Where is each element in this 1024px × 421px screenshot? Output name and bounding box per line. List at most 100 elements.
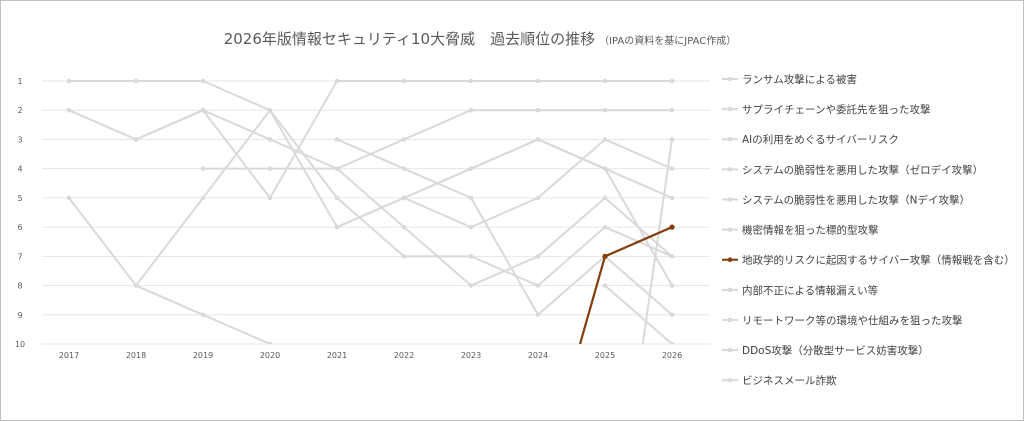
series-point — [468, 254, 474, 259]
legend-item: ビジネスメール詐欺 — [722, 374, 837, 387]
legend-swatch-marker — [727, 227, 733, 232]
series-line — [68, 197, 271, 344]
series-point — [602, 224, 608, 230]
series-point — [602, 253, 608, 259]
series-point — [267, 341, 273, 344]
series-5 — [334, 137, 675, 230]
legend-item: 地政学的リスクに起因するサイバー攻撃（情報戦を含む） — [722, 254, 1015, 267]
series-point — [468, 107, 474, 113]
series-point — [669, 341, 675, 344]
series-point — [401, 224, 407, 230]
series-point — [200, 312, 206, 318]
y-tick-label: 5 — [17, 194, 22, 203]
series-point — [602, 137, 608, 142]
legend-label: 機密情報を狙った標的型攻撃 — [742, 224, 879, 237]
legend-label: システムの脆弱性を悪用した攻撃（ゼロデイ攻撃） — [742, 163, 983, 176]
legend-swatch-marker — [727, 167, 733, 172]
y-tick-label: 1 — [17, 77, 22, 86]
x-tick-label: 2021 — [327, 351, 347, 360]
series-point — [200, 107, 206, 113]
series-point — [200, 166, 206, 171]
legend-swatch-marker — [727, 377, 733, 383]
legend-label: 内部不正による情報漏えい等 — [742, 284, 879, 297]
series-point — [669, 107, 675, 113]
series-point — [334, 166, 340, 171]
series-point — [535, 195, 541, 201]
x-tick-label: 2024 — [528, 351, 548, 360]
series-point — [468, 283, 474, 288]
legend-label: DDoS攻撃（分散型サービス妨害攻撃） — [742, 344, 929, 357]
series-line — [203, 109, 672, 170]
x-axis: 2017 2018 2019 2020 2021 2022 2023 2024 2025 2026 — [59, 351, 682, 360]
legend-label: システムの脆弱性を悪用した攻撃（Nデイ攻撃） — [742, 193, 970, 206]
legend-swatch-marker — [727, 347, 733, 353]
series-point — [535, 107, 541, 113]
series-point — [468, 195, 474, 201]
y-tick-label: 10 — [15, 340, 25, 349]
series-point — [267, 137, 273, 142]
series-point — [669, 224, 675, 230]
legend-swatch-marker — [727, 197, 733, 202]
series-point — [267, 107, 273, 113]
series-point — [267, 166, 273, 171]
y-tick-label: 4 — [17, 165, 22, 174]
y-tick-label: 7 — [17, 252, 22, 261]
series-point — [602, 283, 608, 288]
x-tick-label: 2017 — [59, 351, 79, 360]
chart-subtitle: （IPAの資料を基にJPAC作成） — [599, 36, 737, 47]
x-tick-label: 2026 — [662, 351, 682, 360]
series-point — [133, 137, 139, 142]
legend-item: システムの脆弱性を悪用した攻撃（Nデイ攻撃） — [722, 193, 970, 206]
series-point — [334, 224, 340, 230]
series-11 — [133, 107, 675, 288]
series-point — [468, 224, 474, 230]
series-point — [669, 137, 675, 142]
y-tick-label: 2 — [17, 106, 22, 115]
series-point — [334, 78, 340, 84]
series-point — [602, 107, 608, 113]
legend-label: ビジネスメール詐欺 — [742, 374, 837, 387]
series-point — [200, 195, 206, 201]
series-line — [604, 226, 673, 258]
series-point — [669, 78, 675, 84]
series-point — [669, 283, 675, 288]
legend-item: AIの利用をめぐるサイバーリスク — [722, 134, 899, 146]
legend-item: ランサム攻撃による被害 — [722, 73, 857, 86]
y-tick-label: 9 — [17, 311, 22, 320]
series-point — [669, 166, 675, 171]
series-7 — [578, 224, 675, 344]
chart-title: 2026年版情報セキュリティ10大脅威 過去順位の推移 （IPAの資料を基にJPA… — [0, 28, 960, 49]
series-line — [336, 138, 673, 229]
series-point — [535, 137, 541, 142]
series-point — [535, 78, 541, 84]
legend-item: システムの脆弱性を悪用した攻撃（ゼロデイ攻撃） — [722, 163, 983, 176]
legend-swatch-marker — [727, 76, 733, 82]
series-point — [535, 283, 541, 288]
legend-swatch-marker — [727, 106, 733, 112]
series-point — [334, 195, 340, 201]
series-point — [66, 78, 72, 84]
series-8 — [133, 107, 675, 288]
legend-swatch-marker — [727, 317, 733, 323]
series-point — [401, 78, 407, 84]
series-point — [669, 195, 675, 201]
plot-area — [66, 78, 675, 344]
series-point — [535, 312, 541, 318]
series-point — [535, 254, 541, 259]
legend-item: 機密情報を狙った標的型攻撃 — [722, 224, 879, 237]
series-point — [66, 195, 72, 201]
series-line — [69, 80, 673, 287]
grid-lines: 1 2 3 4 5 6 7 8 9 10 — [15, 77, 710, 349]
series-point — [133, 78, 139, 84]
series-point — [267, 195, 273, 201]
x-tick-label: 2022 — [394, 351, 414, 360]
x-tick-label: 2023 — [461, 351, 481, 360]
legend-item: 内部不正による情報漏えい等 — [722, 284, 879, 297]
legend-label: AIの利用をめぐるサイバーリスク — [742, 134, 899, 146]
series-point — [334, 137, 340, 142]
series-point — [602, 166, 608, 171]
series-point — [401, 166, 407, 171]
x-tick-label: 2018 — [126, 351, 146, 360]
